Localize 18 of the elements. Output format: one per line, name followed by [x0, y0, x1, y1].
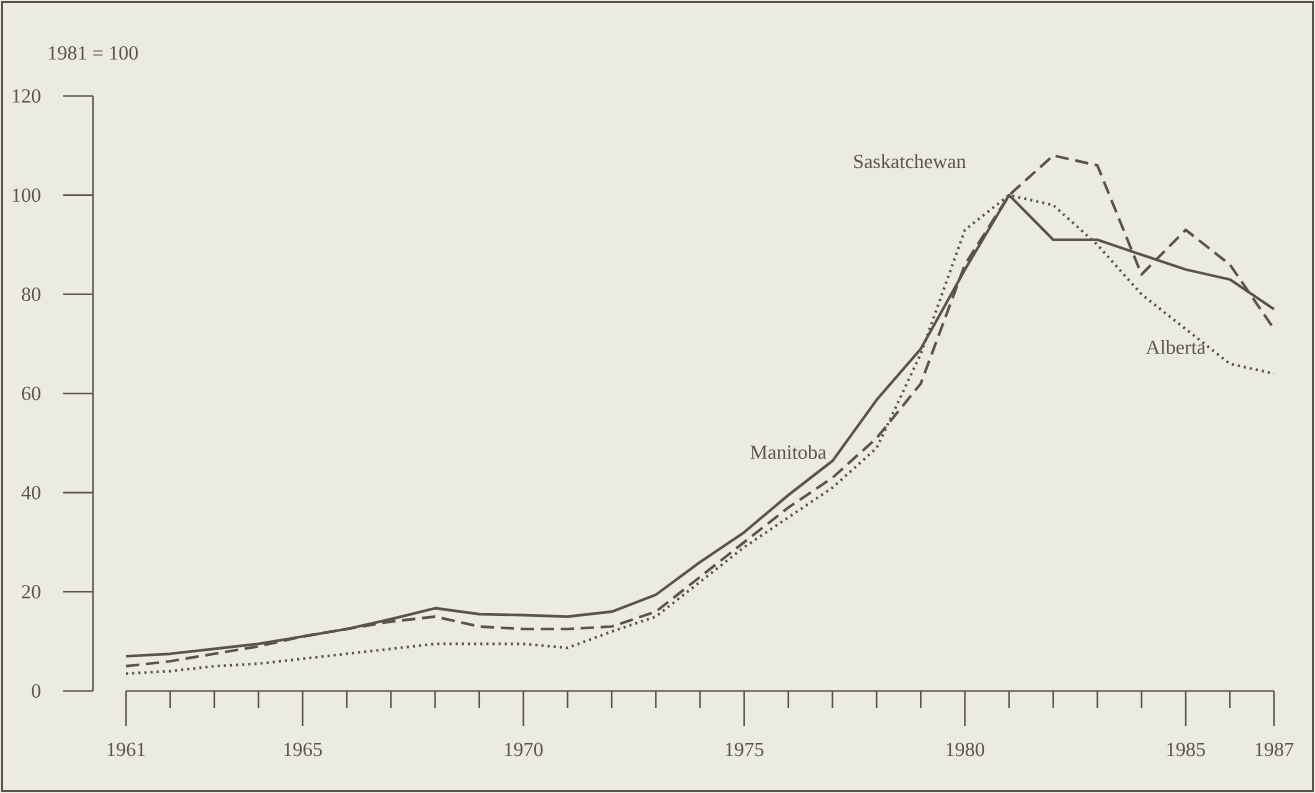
y-tick-label: 0: [31, 684, 41, 698]
x-tick-label: 1980: [946, 742, 985, 757]
x-tick-label: 1965: [284, 742, 322, 757]
x-tick-label: 1961: [107, 742, 145, 757]
y-tick-label: 60: [21, 386, 41, 401]
x-tick-label: 1970: [505, 742, 543, 757]
y-tick-label: 20: [22, 585, 41, 599]
y-tick-label: 100: [12, 188, 41, 202]
x-tick-label: 1985: [1167, 742, 1205, 757]
series-label: Manitoba: [750, 444, 827, 459]
y-tick-label: 80: [21, 287, 41, 302]
x-tick-label: 1987: [1255, 742, 1294, 757]
text: Saskatchewan: [854, 154, 966, 169]
series-label: Alberta: [1145, 339, 1206, 355]
y-axis-title: 1981 = 100: [49, 46, 138, 60]
x-tick-label: 1975: [725, 742, 764, 757]
y-tick-label: 120: [12, 89, 41, 103]
y-tick-label: 40: [21, 485, 41, 500]
